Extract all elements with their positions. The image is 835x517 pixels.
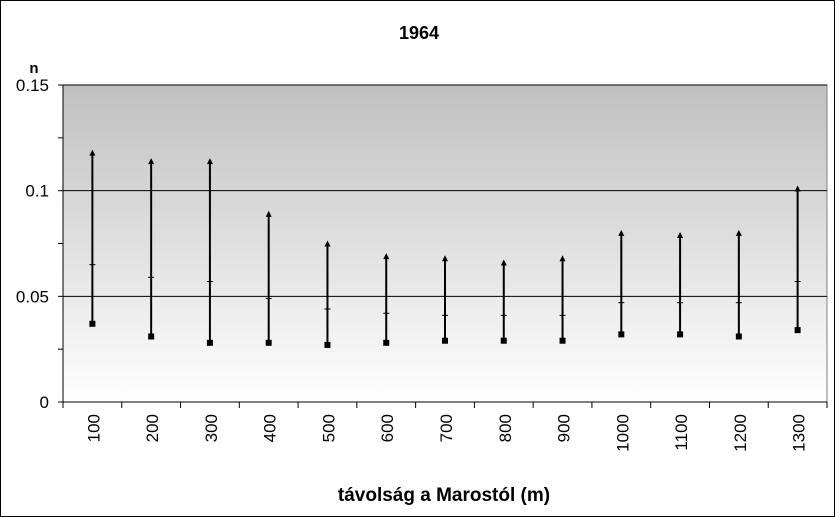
x-tick-label-900: 900 — [555, 414, 574, 442]
plot-area — [62, 84, 828, 403]
y-axis-label: n — [29, 60, 38, 77]
x-tick-label-1200: 1200 — [731, 414, 750, 452]
x-tick-label-100: 100 — [84, 414, 103, 442]
min-marker-1200 — [735, 333, 742, 340]
min-marker-700 — [442, 337, 448, 344]
y-tick-label-1: 0.05 — [16, 287, 49, 306]
y-tick-label-3: 0.15 — [16, 76, 49, 95]
x-tick-label-500: 500 — [319, 414, 338, 442]
max-marker-600 — [383, 253, 390, 260]
min-marker-200 — [148, 333, 155, 340]
x-tick-label-1300: 1300 — [790, 414, 809, 452]
x-tick-label-700: 700 — [437, 414, 456, 442]
max-marker-1100 — [677, 232, 684, 239]
max-marker-800 — [500, 259, 507, 266]
min-marker-1300 — [794, 327, 801, 334]
x-tick-label-400: 400 — [261, 414, 280, 442]
x-tick-label-1000: 1000 — [613, 414, 632, 452]
min-marker-1000 — [618, 331, 625, 338]
max-marker-200 — [148, 158, 155, 165]
x-tick-label-600: 600 — [378, 414, 397, 442]
x-tick-label-200: 200 — [143, 414, 162, 442]
max-marker-1200 — [735, 229, 742, 236]
x-tick-label-300: 300 — [202, 414, 221, 442]
max-marker-900 — [559, 255, 566, 262]
min-marker-100 — [89, 320, 96, 327]
min-marker-800 — [500, 337, 507, 344]
chart-title: 1964 — [399, 23, 439, 43]
min-marker-600 — [383, 339, 390, 346]
max-marker-1000 — [618, 229, 625, 236]
max-marker-1300 — [794, 185, 801, 192]
min-marker-500 — [324, 341, 331, 348]
y-tick-label-0: 0 — [40, 393, 49, 412]
x-axis-label: távolság a Marostól (m) — [338, 485, 550, 506]
max-marker-700 — [442, 255, 448, 262]
min-marker-1100 — [677, 331, 684, 338]
min-marker-900 — [559, 337, 566, 344]
max-marker-500 — [324, 240, 331, 247]
max-marker-400 — [265, 210, 272, 217]
max-marker-300 — [206, 158, 213, 165]
min-marker-400 — [265, 339, 272, 346]
x-tick-label-1100: 1100 — [672, 414, 691, 451]
min-marker-300 — [206, 339, 213, 346]
x-tick-label-800: 800 — [496, 414, 515, 442]
y-tick-label-2: 0.1 — [25, 182, 49, 201]
max-marker-100 — [89, 149, 96, 156]
